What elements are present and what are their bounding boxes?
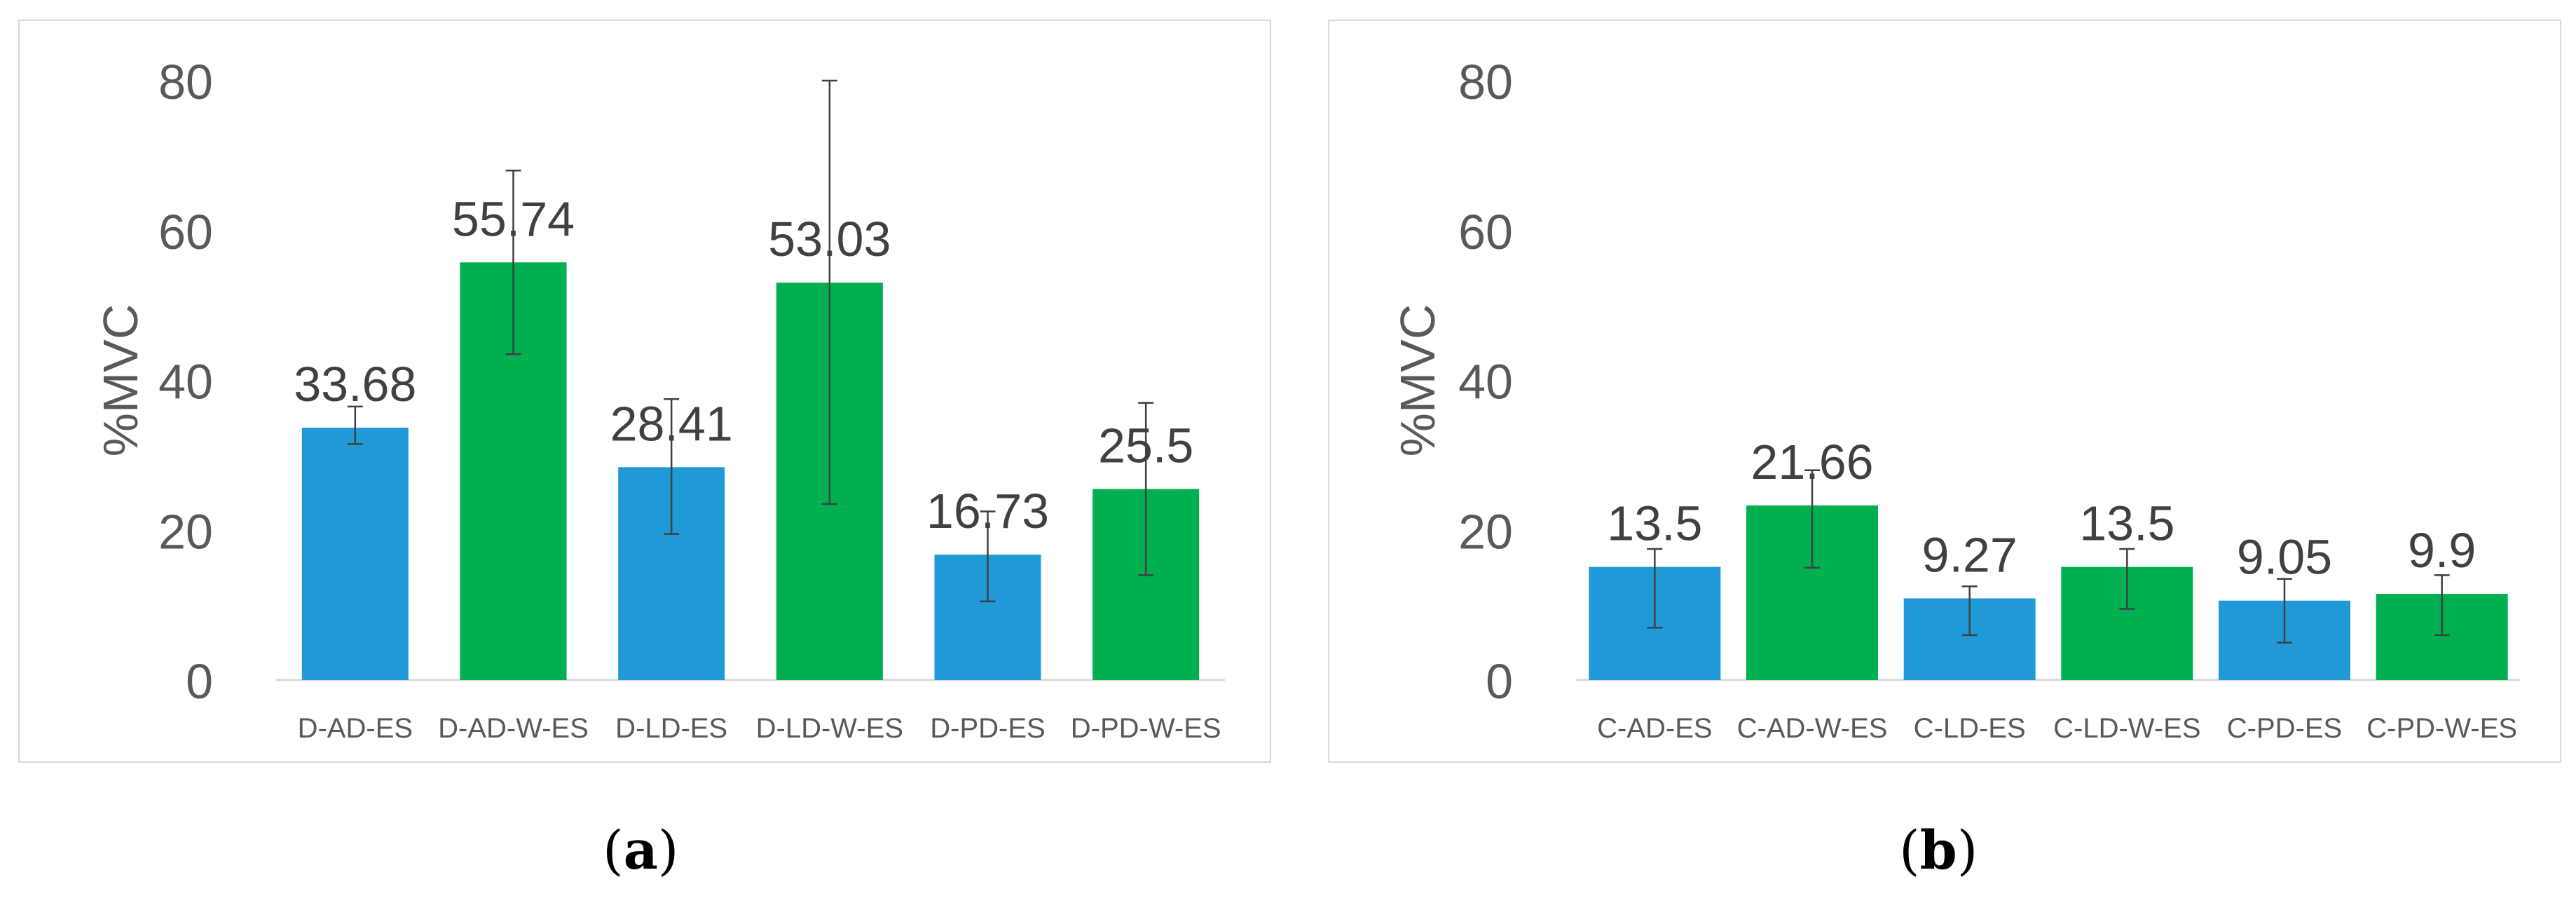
- chart-b-category-label: C-AD-W-ES: [1737, 713, 1888, 744]
- chart-b-data-label: 13.5: [1607, 496, 1702, 551]
- chart-b-data-label: 13.5: [2079, 496, 2174, 551]
- chart-b-data-label: 9.9: [2408, 523, 2476, 578]
- chart-a-category-label: D-AD-W-ES: [438, 713, 589, 744]
- chart-a-data-label: 53.03: [768, 212, 891, 266]
- chart-panel-a: 0 20 40 60 80 %MVC 33.68 D-AD-ES 55.74 D-AD-W-ES 2…: [18, 20, 1271, 763]
- caption-a: (a): [603, 819, 679, 881]
- chart-b-category-label: C-LD-W-ES: [2053, 713, 2200, 744]
- chart-b-y-axis-label: %MVC: [1390, 304, 1445, 457]
- chart-b-y-tick-label: 40: [1458, 355, 1513, 409]
- chart-b-y-tick-label: 60: [1458, 205, 1513, 259]
- chart-b-data-label: 21.66: [1751, 435, 1873, 489]
- chart-a-svg: 0 20 40 60 80 %MVC 33.68 D-AD-ES 55.74 D-AD-W-ES 2…: [93, 55, 1225, 744]
- chart-a-y-axis-label: %MVC: [93, 304, 148, 457]
- chart-a-data-label: 33.68: [294, 357, 416, 412]
- caption-a-letter: a: [623, 819, 658, 881]
- chart-a-category-label: D-LD-ES: [615, 713, 727, 744]
- chart-a-data-label: 25.5: [1098, 418, 1193, 473]
- chart-b-y-tick-label: 20: [1458, 504, 1513, 559]
- chart-a-y-tick-label: 0: [186, 654, 213, 709]
- chart-a-data-label: 16.73: [926, 484, 1049, 538]
- caption-b: (b): [1899, 819, 1978, 881]
- caption-b-letter: b: [1919, 819, 1957, 881]
- chart-panel-b: 0 20 40 60 80 %MVC 13.5 C-AD-ES 21.66 C-AD-W-ES 9.…: [1328, 20, 2561, 763]
- chart-b-y-tick-label: 0: [1486, 654, 1513, 709]
- chart-a-y-tick-label: 20: [158, 504, 213, 559]
- chart-a-data-label: 55.74: [452, 191, 575, 246]
- chart-b-y-tick-label: 80: [1458, 55, 1513, 109]
- chart-a-category-label: D-PD-ES: [930, 713, 1045, 744]
- chart-a-y-tick-label: 40: [158, 355, 213, 409]
- chart-a-data-label: 28.41: [610, 396, 733, 451]
- chart-a-category-label: D-AD-ES: [298, 713, 413, 744]
- chart-a-category-label: D-PD-W-ES: [1071, 713, 1221, 744]
- chart-b-category-label: C-LD-ES: [1914, 713, 2026, 744]
- chart-b-category-label: C-PD-W-ES: [2366, 713, 2517, 744]
- chart-b-category-label: C-PD-ES: [2227, 713, 2342, 744]
- chart-b-category-label: C-AD-ES: [1597, 713, 1712, 744]
- chart-a-y-tick-label: 60: [158, 205, 213, 259]
- chart-a-category-label: D-LD-W-ES: [756, 713, 903, 744]
- chart-b-svg: 0 20 40 60 80 %MVC 13.5 C-AD-ES 21.66 C-AD-W-ES 9.…: [1390, 55, 2521, 744]
- chart-a-bar: [301, 428, 409, 680]
- chart-b-data-label: 9.05: [2237, 530, 2332, 585]
- chart-b-data-label: 9.27: [1922, 528, 2017, 583]
- chart-a-y-tick-label: 80: [158, 55, 213, 109]
